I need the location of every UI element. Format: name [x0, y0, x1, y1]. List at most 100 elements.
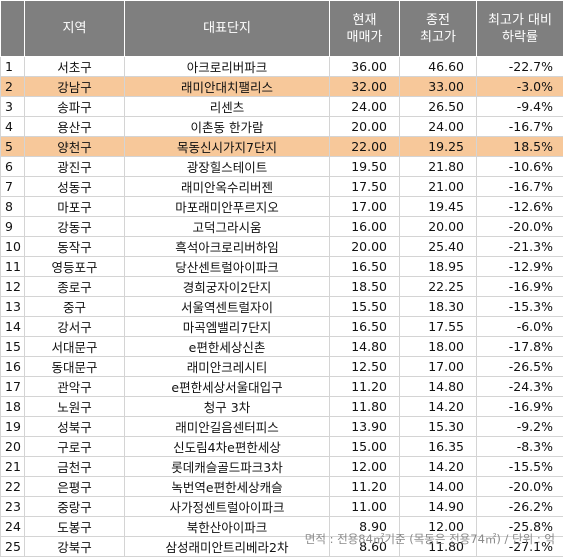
row-complex-name[interactable]: 사가정센트럴아이파크: [124, 496, 330, 517]
row-current-price[interactable]: 19.50: [329, 156, 400, 177]
row-region[interactable]: 강남구: [24, 76, 125, 97]
row-drop-rate[interactable]: -12.9%: [476, 256, 563, 277]
row-previous-high[interactable]: 14.80: [399, 376, 477, 397]
row-rank[interactable]: 19: [0, 416, 25, 437]
table-row[interactable]: 17 관악구 e편한세상서울대입구 11.20 14.80 -24.3%: [0, 376, 563, 397]
row-rank[interactable]: 11: [0, 256, 25, 277]
row-region[interactable]: 금천구: [24, 456, 125, 477]
row-previous-high[interactable]: 12.00: [399, 516, 477, 537]
row-current-price[interactable]: 15.00: [329, 436, 400, 457]
row-previous-high[interactable]: 16.35: [399, 436, 477, 457]
row-region[interactable]: 노원구: [24, 396, 125, 417]
row-region[interactable]: 동대문구: [24, 356, 125, 377]
row-region[interactable]: 서초구: [24, 56, 125, 77]
row-rank[interactable]: 4: [0, 116, 25, 137]
table-row[interactable]: 13 중구 서울역센트럴자이 15.50 18.30 -15.3%: [0, 296, 563, 317]
row-rank[interactable]: 25: [0, 536, 25, 557]
row-current-price[interactable]: 8.60: [329, 536, 400, 557]
row-drop-rate[interactable]: -9.4%: [476, 96, 563, 117]
row-current-price[interactable]: 18.50: [329, 276, 400, 297]
row-region[interactable]: 마포구: [24, 196, 125, 217]
table-row[interactable]: 4 용산구 이촌동 한가람 20.00 24.00 -16.7%: [0, 116, 563, 137]
row-complex-name[interactable]: 래미안길음센터피스: [124, 416, 330, 437]
row-previous-high[interactable]: 46.60: [399, 56, 477, 77]
row-rank[interactable]: 16: [0, 356, 25, 377]
row-current-price[interactable]: 11.20: [329, 376, 400, 397]
row-rank[interactable]: 12: [0, 276, 25, 297]
row-drop-rate[interactable]: -16.9%: [476, 396, 563, 417]
row-rank[interactable]: 5: [0, 136, 25, 157]
row-drop-rate[interactable]: -26.2%: [476, 496, 563, 517]
row-current-price[interactable]: 16.50: [329, 316, 400, 337]
table-row[interactable]: 7 성동구 래미안옥수리버젠 17.50 21.00 -16.7%: [0, 176, 563, 197]
row-region[interactable]: 강북구: [24, 536, 125, 557]
row-current-price[interactable]: 15.50: [329, 296, 400, 317]
table-row[interactable]: 15 서대문구 e편한세상신촌 14.80 18.00 -17.8%: [0, 336, 563, 357]
row-region[interactable]: 양천구: [24, 136, 125, 157]
row-region[interactable]: 중구: [24, 296, 125, 317]
row-current-price[interactable]: 32.00: [329, 76, 400, 97]
row-rank[interactable]: 18: [0, 396, 25, 417]
table-row[interactable]: 14 강서구 마곡엠밸리7단지 16.50 17.55 -6.0%: [0, 316, 563, 337]
row-current-price[interactable]: 20.00: [329, 236, 400, 257]
row-rank[interactable]: 20: [0, 436, 25, 457]
table-row[interactable]: 3 송파구 리센츠 24.00 26.50 -9.4%: [0, 96, 563, 117]
row-drop-rate[interactable]: -24.3%: [476, 376, 563, 397]
row-rank[interactable]: 2: [0, 76, 25, 97]
row-current-price[interactable]: 11.80: [329, 396, 400, 417]
row-complex-name[interactable]: 래미안대치팰리스: [124, 76, 330, 97]
row-complex-name[interactable]: 마포래미안푸르지오: [124, 196, 330, 217]
table-row[interactable]: 16 동대문구 래미안크레시티 12.50 17.00 -26.5%: [0, 356, 563, 377]
row-complex-name[interactable]: 당산센트럴아이파크: [124, 256, 330, 277]
row-rank[interactable]: 10: [0, 236, 25, 257]
row-rank[interactable]: 7: [0, 176, 25, 197]
row-region[interactable]: 관악구: [24, 376, 125, 397]
table-row[interactable]: 12 종로구 경희궁자이2단지 18.50 22.25 -16.9%: [0, 276, 563, 297]
row-drop-rate[interactable]: -8.3%: [476, 436, 563, 457]
row-drop-rate[interactable]: -15.3%: [476, 296, 563, 317]
row-complex-name[interactable]: 이촌동 한가람: [124, 116, 330, 137]
row-complex-name[interactable]: e편한세상신촌: [124, 336, 330, 357]
row-current-price[interactable]: 24.00: [329, 96, 400, 117]
row-region[interactable]: 성동구: [24, 176, 125, 197]
row-rank[interactable]: 1: [0, 56, 25, 77]
row-current-price[interactable]: 11.20: [329, 476, 400, 497]
header-current-price[interactable]: 현재 매매가: [329, 0, 400, 57]
row-region[interactable]: 구로구: [24, 436, 125, 457]
row-previous-high[interactable]: 17.00: [399, 356, 477, 377]
row-drop-rate[interactable]: -26.5%: [476, 356, 563, 377]
row-previous-high[interactable]: 18.00: [399, 336, 477, 357]
row-previous-high[interactable]: 17.55: [399, 316, 477, 337]
row-current-price[interactable]: 17.50: [329, 176, 400, 197]
row-drop-rate[interactable]: -27.1%: [476, 536, 563, 557]
row-previous-high[interactable]: 24.00: [399, 116, 477, 137]
row-rank[interactable]: 3: [0, 96, 25, 117]
row-rank[interactable]: 22: [0, 476, 25, 497]
row-previous-high[interactable]: 22.25: [399, 276, 477, 297]
row-drop-rate[interactable]: 18.5%: [476, 136, 563, 157]
row-previous-high[interactable]: 14.00: [399, 476, 477, 497]
row-region[interactable]: 동작구: [24, 236, 125, 257]
table-row[interactable]: 1 서초구 아크로리버파크 36.00 46.60 -22.7%: [0, 56, 563, 77]
row-complex-name[interactable]: 래미안옥수리버젠: [124, 176, 330, 197]
table-row[interactable]: 19 성북구 래미안길음센터피스 13.90 15.30 -9.2%: [0, 416, 563, 437]
row-region[interactable]: 강동구: [24, 216, 125, 237]
row-drop-rate[interactable]: -21.3%: [476, 236, 563, 257]
row-drop-rate[interactable]: -12.6%: [476, 196, 563, 217]
table-row[interactable]: 25 강북구 삼성래미안트리베라2차 8.60 11.80 -27.1%: [0, 536, 563, 557]
table-row[interactable]: 18 노원구 청구 3차 11.80 14.20 -16.9%: [0, 396, 563, 417]
row-rank[interactable]: 24: [0, 516, 25, 537]
row-previous-high[interactable]: 19.45: [399, 196, 477, 217]
row-previous-high[interactable]: 14.20: [399, 396, 477, 417]
row-complex-name[interactable]: 청구 3차: [124, 396, 330, 417]
row-drop-rate[interactable]: -16.7%: [476, 116, 563, 137]
row-previous-high[interactable]: 18.30: [399, 296, 477, 317]
table-row[interactable]: 21 금천구 롯데캐슬골드파크3차 12.00 14.20 -15.5%: [0, 456, 563, 477]
row-current-price[interactable]: 22.00: [329, 136, 400, 157]
table-row[interactable]: 5 양천구 목동신시가지7단지 22.00 19.25 18.5%: [0, 136, 563, 157]
row-region[interactable]: 종로구: [24, 276, 125, 297]
row-complex-name[interactable]: 흑석아크로리버하임: [124, 236, 330, 257]
row-drop-rate[interactable]: -3.0%: [476, 76, 563, 97]
row-region[interactable]: 서대문구: [24, 336, 125, 357]
row-rank[interactable]: 15: [0, 336, 25, 357]
